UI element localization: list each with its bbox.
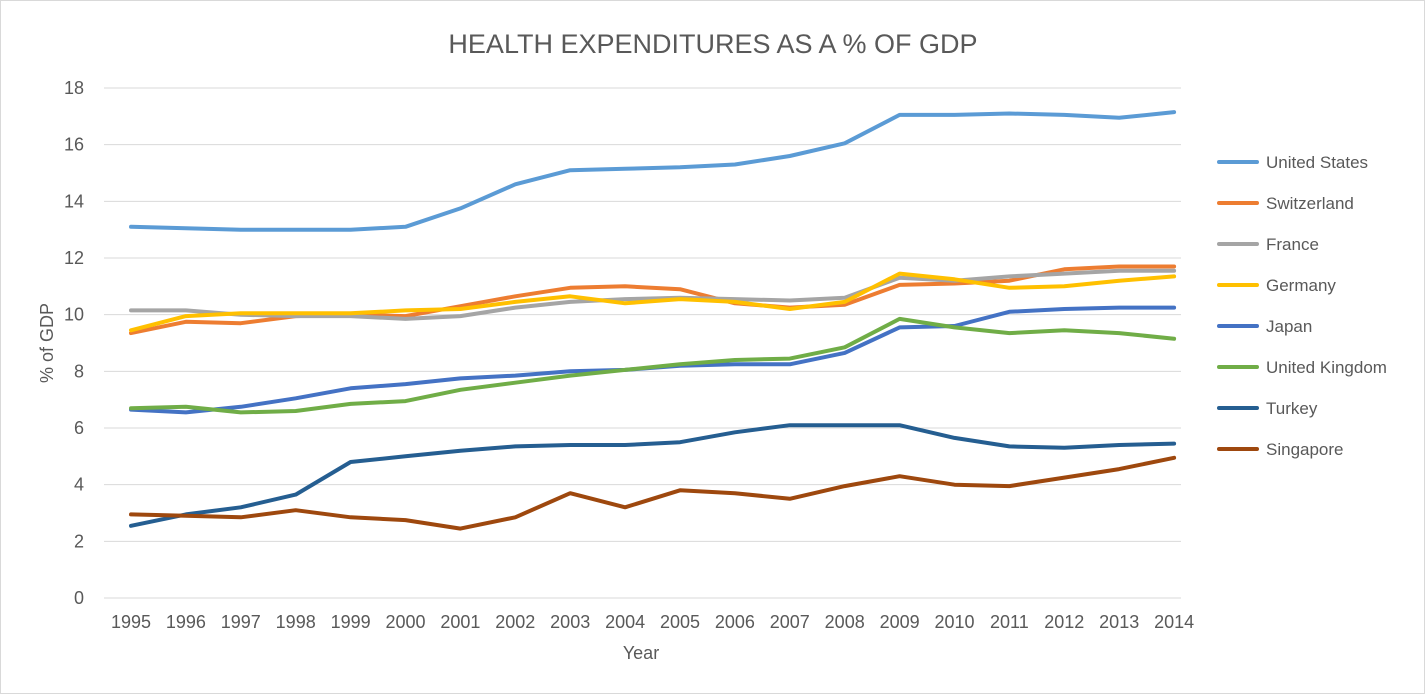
x-tick-label: 2002 bbox=[495, 612, 535, 632]
x-tick-label: 2012 bbox=[1044, 612, 1084, 632]
x-tick-label: 2013 bbox=[1099, 612, 1139, 632]
x-tick-label: 2007 bbox=[770, 612, 810, 632]
series-line-turkey bbox=[129, 423, 1177, 528]
series-line-united-states bbox=[129, 110, 1177, 232]
y-axis-label: % of GDP bbox=[37, 303, 57, 383]
legend-label: United Kingdom bbox=[1266, 358, 1387, 377]
chart-title: HEALTH EXPENDITURES AS A % OF GDP bbox=[448, 29, 977, 59]
y-tick-label: 6 bbox=[74, 418, 84, 438]
y-tick-label: 8 bbox=[74, 361, 84, 381]
x-tick-label: 2003 bbox=[550, 612, 590, 632]
x-tick-label: 1998 bbox=[276, 612, 316, 632]
x-tick-label: 2001 bbox=[440, 612, 480, 632]
x-axis-label: Year bbox=[623, 643, 659, 663]
legend-label: United States bbox=[1266, 153, 1368, 172]
series-line-japan bbox=[129, 305, 1177, 415]
x-tick-label: 2000 bbox=[385, 612, 425, 632]
series-line-france bbox=[129, 268, 1177, 321]
y-tick-label: 14 bbox=[64, 191, 84, 211]
x-tick-label: 1995 bbox=[111, 612, 151, 632]
x-tick-label: 2008 bbox=[825, 612, 865, 632]
y-tick-label: 10 bbox=[64, 305, 84, 325]
y-tick-label: 18 bbox=[64, 78, 84, 98]
legend: United States Switzerland France Germany Jap… bbox=[1217, 153, 1387, 459]
series-line-germany bbox=[129, 271, 1177, 333]
x-tick-label: 2014 bbox=[1154, 612, 1194, 632]
x-tick-label: 2010 bbox=[934, 612, 974, 632]
legend-label: Japan bbox=[1266, 317, 1312, 336]
legend-label: Germany bbox=[1266, 276, 1336, 295]
y-tick-label: 0 bbox=[74, 588, 84, 608]
series-line-singapore bbox=[129, 455, 1177, 531]
x-tick-label: 2009 bbox=[880, 612, 920, 632]
y-tick-label: 4 bbox=[74, 475, 84, 495]
series-line-united-kingdom bbox=[129, 316, 1177, 415]
x-tick-label: 2005 bbox=[660, 612, 700, 632]
legend-label: France bbox=[1266, 235, 1319, 254]
x-tick-label: 2006 bbox=[715, 612, 755, 632]
legend-label: Turkey bbox=[1266, 399, 1318, 418]
x-axis-ticks: 1995 1996 1997 1998 1999 2000 2001 2002 2003 2004… bbox=[111, 612, 1194, 632]
y-tick-label: 12 bbox=[64, 248, 84, 268]
y-tick-label: 2 bbox=[74, 531, 84, 551]
legend-label: Switzerland bbox=[1266, 194, 1354, 213]
x-tick-label: 2011 bbox=[990, 612, 1029, 632]
x-tick-label: 1999 bbox=[331, 612, 371, 632]
x-tick-label: 1996 bbox=[166, 612, 206, 632]
legend-label: Singapore bbox=[1266, 440, 1344, 459]
y-axis-ticks: 0 2 4 6 8 10 12 14 16 18 bbox=[64, 78, 84, 608]
series-lines bbox=[129, 110, 1177, 531]
x-tick-label: 1997 bbox=[221, 612, 261, 632]
y-tick-label: 16 bbox=[64, 135, 84, 155]
gridlines bbox=[104, 87, 1181, 599]
x-tick-label: 2004 bbox=[605, 612, 645, 632]
